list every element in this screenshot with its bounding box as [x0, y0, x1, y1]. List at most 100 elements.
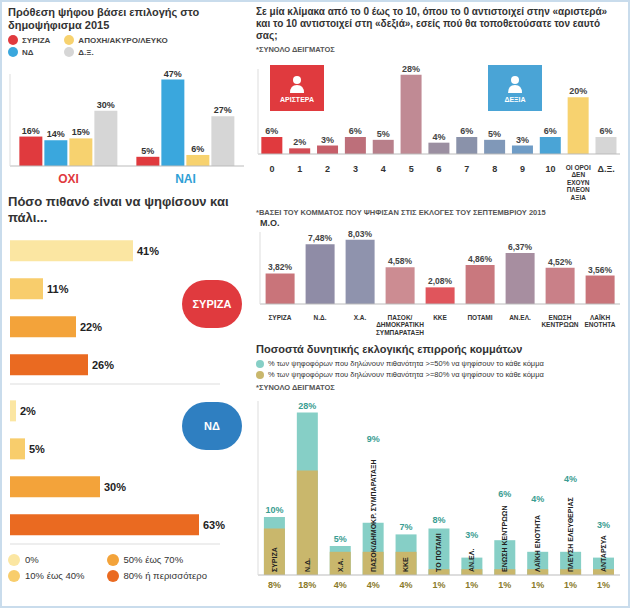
svg-text:ΕΝΩΣΗ ΚΕΝΤΡΩΩΝ: ΕΝΩΣΗ ΚΕΝΤΡΩΩΝ — [501, 506, 508, 573]
svg-text:ΤΟ ΠΟΤΑΜΙ: ΤΟ ΠΟΤΑΜΙ — [435, 534, 442, 573]
svg-text:4,86%: 4,86% — [468, 254, 493, 264]
svg-text:3,82%: 3,82% — [268, 262, 293, 272]
svg-text:1%: 1% — [498, 580, 511, 590]
html-text:Σε μία κλίμακα από το 0 έως το: Σε μία κλίμακα από το 0 έως το 10, όπου … — [256, 6, 608, 41]
svg-text:7,48%: 7,48% — [308, 233, 333, 243]
svg-text:Δ.Ξ.: Δ.Ξ. — [597, 164, 614, 174]
svg-text:ΑΝ.ΕΛ.: ΑΝ.ΕΛ. — [468, 549, 475, 572]
svg-text:9: 9 — [520, 164, 525, 174]
svg-text:4%: 4% — [564, 475, 577, 485]
svg-text:ΚΚΕ: ΚΚΕ — [433, 314, 447, 321]
svg-text:7%: 7% — [400, 523, 413, 533]
svg-text:7: 7 — [464, 164, 469, 174]
svg-text:30%: 30% — [97, 100, 115, 110]
svg-text:10%: 10% — [265, 505, 283, 515]
svg-text:6%: 6% — [191, 144, 204, 154]
svg-text:27%: 27% — [214, 106, 232, 116]
svg-text:6%: 6% — [544, 126, 557, 136]
svg-text:0: 0 — [269, 164, 274, 174]
svg-text:2%: 2% — [293, 137, 306, 147]
svg-text:1%: 1% — [564, 580, 577, 590]
svg-text:ΣΥΡΙΖΑ: ΣΥΡΙΖΑ — [268, 314, 291, 321]
html-text:ΝΔ: ΝΔ — [204, 419, 220, 432]
svg-text:ΑΝΤΑΡΣΥΑ: ΑΝΤΑΡΣΥΑ — [600, 535, 607, 572]
svg-text:6%: 6% — [349, 126, 362, 136]
svg-text:ΟΧΙ: ΟΧΙ — [58, 172, 79, 186]
svg-text:ΝΑΙ: ΝΑΙ — [175, 172, 196, 186]
svg-text:47%: 47% — [164, 69, 182, 79]
svg-text:ΠΟΤΑΜΙ: ΠΟΤΑΜΙ — [467, 314, 492, 321]
svg-text:26%: 26% — [92, 358, 114, 370]
svg-text:16%: 16% — [22, 126, 40, 136]
svg-text:1: 1 — [297, 164, 302, 174]
svg-text:5%: 5% — [488, 129, 501, 139]
svg-text:ΑΝ.ΕΛ.: ΑΝ.ΕΛ. — [509, 314, 531, 321]
svg-text:2%: 2% — [20, 404, 36, 416]
svg-text:ΕΝΩΣΗΚΕΝΤΡΩΩΝ: ΕΝΩΣΗΚΕΝΤΡΩΩΝ — [541, 314, 578, 329]
svg-text:ΛΑΪΚΗ ΕΝΟΤΗΤΑ: ΛΑΪΚΗ ΕΝΟΤΗΤΑ — [534, 515, 541, 572]
svg-text:63%: 63% — [203, 518, 225, 530]
svg-text:6%: 6% — [498, 490, 511, 500]
svg-text:18%: 18% — [298, 580, 316, 590]
svg-text:3%: 3% — [321, 135, 334, 145]
svg-text:3%: 3% — [516, 135, 529, 145]
svg-text:22%: 22% — [80, 320, 102, 332]
svg-text:ΛΑΪΚΗΕΝΟΤΗΤΑ: ΛΑΪΚΗΕΝΟΤΗΤΑ — [585, 314, 616, 329]
svg-text:3%: 3% — [597, 520, 610, 530]
svg-text:1%: 1% — [465, 580, 478, 590]
svg-text:2: 2 — [325, 164, 330, 174]
svg-text:6%: 6% — [599, 126, 612, 136]
svg-text:1%: 1% — [597, 580, 610, 590]
svg-text:5%: 5% — [377, 129, 390, 139]
svg-text:4%: 4% — [400, 580, 413, 590]
svg-text:6%: 6% — [265, 126, 278, 136]
svg-text:3,56%: 3,56% — [588, 265, 613, 275]
svg-text:4: 4 — [381, 164, 386, 174]
svg-text:5%: 5% — [29, 442, 45, 454]
svg-text:4%: 4% — [432, 132, 445, 142]
svg-text:15%: 15% — [72, 128, 90, 138]
svg-text:4,58%: 4,58% — [388, 256, 413, 266]
svg-text:ΣΥΡΙΖΑ: ΣΥΡΙΖΑ — [271, 547, 278, 572]
svg-text:5%: 5% — [334, 534, 347, 544]
html-text:Πρόθεση ψήφου βάσει επιλογής σ: Πρόθεση ψήφου βάσει επιλογής στο δημοψήφ… — [8, 6, 200, 32]
svg-text:3: 3 — [353, 164, 358, 174]
svg-text:4,52%: 4,52% — [548, 257, 573, 267]
svg-text:5%: 5% — [141, 146, 154, 156]
svg-text:4%: 4% — [531, 495, 544, 505]
svg-text:6%: 6% — [460, 126, 473, 136]
svg-text:Ν.Δ.: Ν.Δ. — [304, 558, 311, 572]
svg-text:8: 8 — [492, 164, 497, 174]
svg-text:Χ.Α.: Χ.Α. — [337, 559, 344, 573]
svg-text:1%: 1% — [432, 580, 445, 590]
html-text:ΣΥΡΙΖΑ: ΣΥΡΙΖΑ — [192, 297, 232, 310]
svg-text:11%: 11% — [47, 282, 69, 294]
svg-text:ΠΑΣΟΚ/ΔΗΜΟΚΡΑΤΙΚΗΣΥΜΠΑΡΑΤΑΞΗ: ΠΑΣΟΚ/ΔΗΜΟΚΡΑΤΙΚΗΣΥΜΠΑΡΑΤΑΞΗ — [376, 314, 424, 336]
svg-text:14%: 14% — [47, 130, 65, 140]
svg-text:20%: 20% — [569, 86, 587, 96]
svg-text:10: 10 — [545, 164, 555, 174]
svg-text:30%: 30% — [104, 480, 126, 492]
svg-text:ΚΚΕ: ΚΚΕ — [403, 557, 410, 572]
svg-text:4%: 4% — [334, 580, 347, 590]
svg-text:5: 5 — [409, 164, 414, 174]
svg-text:9%: 9% — [367, 434, 380, 444]
svg-text:28%: 28% — [402, 64, 420, 74]
svg-text:8,03%: 8,03% — [348, 229, 373, 239]
svg-text:1%: 1% — [531, 580, 544, 590]
svg-text:4%: 4% — [367, 580, 380, 590]
svg-text:ΠΑΣΟΚ/ΔΗΜΟΚΡ. ΣΥΜΠΑΡΑΤΑΞΗ: ΠΑΣΟΚ/ΔΗΜΟΚΡ. ΣΥΜΠΑΡΑΤΑΞΗ — [370, 460, 377, 573]
svg-text:6,37%: 6,37% — [508, 242, 533, 252]
svg-text:8%: 8% — [432, 515, 445, 525]
html-text:Πόσο πιθανό είναι να ψηφίσουν: Πόσο πιθανό είναι να ψηφίσουν και πάλι..… — [8, 194, 229, 225]
svg-text:3%: 3% — [465, 530, 478, 540]
svg-text:ΟΙ ΟΡΟΙΔΕΝΕΧΟΥΝΠΛΕΟΝΑΞΙΑ: ΟΙ ΟΡΟΙΔΕΝΕΧΟΥΝΠΛΕΟΝΑΞΙΑ — [566, 164, 591, 201]
svg-text:41%: 41% — [137, 244, 159, 256]
svg-text:8%: 8% — [268, 580, 281, 590]
svg-text:2,08%: 2,08% — [428, 276, 453, 286]
svg-text:Ν.Δ.: Ν.Δ. — [314, 314, 327, 321]
svg-text:ΠΛΕΥΣΗ ΕΛΕΥΘΕΡΙΑΣ: ΠΛΕΥΣΗ ΕΛΕΥΘΕΡΙΑΣ — [567, 498, 574, 573]
svg-text:6: 6 — [436, 164, 441, 174]
svg-text:28%: 28% — [298, 401, 316, 411]
svg-text:Χ.Α.: Χ.Α. — [354, 314, 367, 321]
